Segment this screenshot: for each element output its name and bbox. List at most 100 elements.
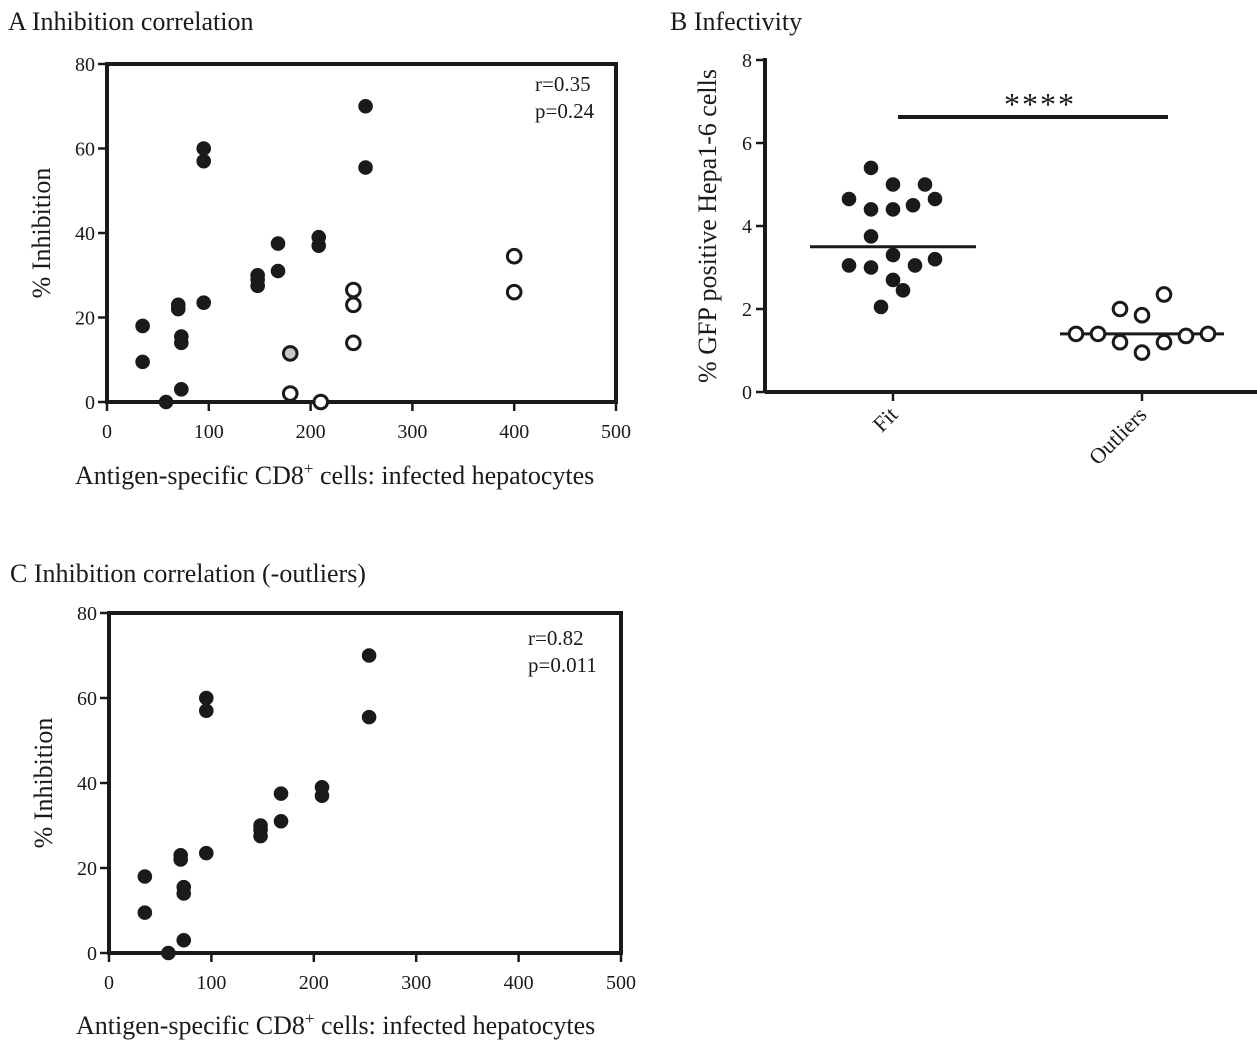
data-point-open [1089, 325, 1107, 343]
y-tick-label: 40 [77, 773, 97, 795]
y-tick-label: 0 [87, 943, 97, 965]
data-point-filled [927, 251, 943, 267]
data-point-filled [895, 283, 911, 298]
x-axis-label-superscript: + [305, 1009, 315, 1028]
data-point-filled [174, 382, 189, 397]
y-tick-label: 40 [75, 223, 95, 245]
data-point-open [1199, 325, 1217, 343]
y-tick-label: 0 [85, 392, 95, 414]
y-tick-label: 80 [77, 603, 97, 625]
stat-annotation: r=0.35 [535, 72, 591, 96]
x-tick-label: 500 [601, 421, 631, 443]
data-point-filled [361, 709, 377, 725]
data-point-filled [137, 869, 153, 884]
data-point-open [345, 334, 362, 352]
data-point-filled [273, 813, 289, 829]
data-point-filled [863, 160, 879, 176]
data-point-filled [358, 98, 373, 114]
data-point-open [345, 281, 362, 299]
x-axis-label-tail: cells: infected hepatocytes [313, 461, 594, 490]
data-point-filled [135, 354, 150, 370]
data-point-filled [273, 786, 289, 801]
panel-b: B Infectivity 0 2 4 6 8 % GFP positive Hepa1-6… [670, 7, 1257, 470]
data-point-open [505, 247, 523, 265]
data-point-open [1155, 286, 1173, 303]
panel-title: A Inhibition correlation [8, 7, 254, 36]
data-point-filled [314, 788, 330, 804]
category-label: Fit [868, 402, 903, 437]
data-point-open [345, 296, 362, 314]
data-point-filled [873, 299, 889, 315]
category-label: Outliers [1084, 402, 1152, 470]
data-point-filled [176, 932, 192, 948]
data-point-filled [270, 236, 286, 251]
y-axis-label: % Inhibition [27, 168, 56, 299]
stat-annotation: p=0.011 [528, 653, 597, 677]
y-tick-label: 8 [742, 50, 752, 72]
panel-c: C Inhibition correlation (-outliers) 0 20 4… [10, 559, 636, 1040]
x-tick-label: 100 [196, 972, 226, 994]
data-point-filled [250, 278, 265, 294]
data-point-filled [173, 852, 188, 867]
significance-stars: **** [1004, 86, 1076, 122]
data-point-filled [917, 177, 933, 192]
data-point-open [281, 385, 299, 402]
y-tick-label: 0 [742, 382, 752, 404]
data-point-filled [270, 263, 286, 279]
x-axis-label: Antigen-specific CD8+ cells: infected he… [75, 459, 594, 490]
x-axis-label-main: Antigen-specific CD8 [76, 1011, 305, 1040]
x-axis-label: Antigen-specific CD8+ cells: infected he… [76, 1009, 595, 1040]
y-tick-label: 2 [742, 299, 752, 321]
y-tick-label: 80 [75, 54, 95, 76]
data-point-filled [361, 648, 377, 663]
y-tick-label: 60 [77, 688, 97, 710]
x-axis-label-tail: cells: infected hepatocytes [314, 1011, 595, 1040]
y-axis-label: % Inhibition [29, 718, 58, 849]
data-point-filled [863, 202, 879, 217]
data-point-filled [196, 153, 212, 169]
data-point-filled [161, 945, 176, 961]
data-point-filled [174, 335, 189, 351]
data-point-filled [311, 238, 327, 253]
data-point-open [1133, 306, 1151, 324]
data-point-open [1111, 333, 1129, 351]
data-point-filled [176, 886, 192, 901]
data-point-filled [863, 260, 879, 275]
y-axis-label: % GFP positive Hepa1-6 cells [693, 69, 722, 383]
data-point-filled [198, 703, 214, 719]
y-tick-label: 60 [75, 139, 95, 161]
panel-title: B Infectivity [670, 7, 802, 36]
x-tick-label: 200 [299, 972, 329, 994]
data-point-filled [196, 295, 212, 311]
y-tick-label: 20 [77, 858, 97, 880]
x-tick-label: 0 [102, 421, 112, 443]
data-point-open [505, 283, 523, 301]
data-point-filled [927, 191, 943, 207]
data-point-filled [158, 394, 174, 410]
x-tick-label: 300 [401, 972, 431, 994]
data-point-filled [358, 160, 373, 175]
data-point-open [1111, 300, 1129, 318]
data-point-filled [863, 229, 879, 244]
y-tick-label: 6 [742, 133, 752, 155]
x-tick-label: 500 [606, 972, 636, 994]
x-tick-label: 200 [296, 421, 326, 443]
data-point-filled [253, 828, 268, 844]
x-tick-label: 0 [104, 972, 114, 994]
y-tick-label: 4 [742, 216, 752, 238]
data-point-filled [135, 318, 150, 334]
data-point-filled [885, 202, 901, 217]
data-point-open [1177, 327, 1195, 345]
data-point-filled [885, 247, 901, 263]
y-tick-label: 20 [75, 308, 95, 330]
data-point-filled [907, 258, 923, 273]
data-point-filled [885, 272, 901, 288]
data-point-filled [198, 845, 214, 861]
data-point-open [1133, 344, 1151, 361]
x-tick-label: 400 [504, 972, 534, 994]
data-point-filled [137, 905, 153, 920]
stat-annotation: r=0.82 [528, 626, 584, 650]
x-tick-label: 400 [499, 421, 529, 443]
data-point-filled [885, 177, 901, 192]
